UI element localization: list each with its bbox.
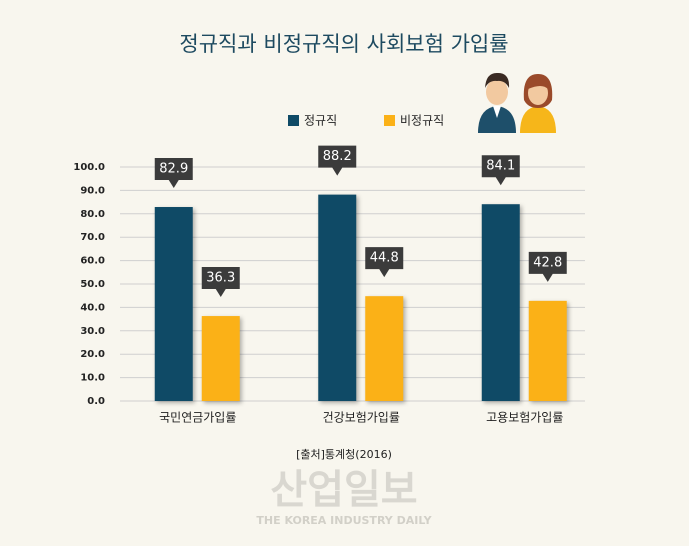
x-tick-label: 국민연금가입률 (159, 411, 236, 425)
bar (318, 194, 357, 401)
value-label-box (201, 267, 240, 298)
value-label: 82.9 (159, 162, 188, 177)
value-label-box (365, 247, 404, 278)
bar (481, 204, 520, 401)
legend-label: 비정규직 (400, 114, 444, 128)
y-tick-label: 10.0 (80, 373, 105, 384)
value-label: 42.8 (533, 255, 562, 270)
y-tick-label: 100.0 (73, 162, 105, 173)
y-tick-label: 20.0 (80, 349, 105, 360)
bar (365, 296, 404, 401)
y-tick-label: 40.0 (80, 302, 105, 313)
x-tick-label: 고용보험가입률 (486, 411, 563, 425)
y-tick-label: 70.0 (80, 232, 105, 243)
legend-swatch (288, 115, 299, 126)
bar (201, 316, 240, 401)
value-label: 88.2 (323, 149, 352, 164)
watermark-subtitle: THE KOREA INDUSTRY DAILY (256, 514, 432, 527)
value-label: 84.1 (486, 159, 515, 174)
x-tick-label: 건강보험가입률 (323, 411, 400, 425)
y-tick-label: 60.0 (80, 256, 105, 267)
legend-label: 정규직 (304, 114, 337, 128)
bar (528, 300, 567, 401)
chart-title: 정규직과 비정규직의 사회보험 가입률 (179, 32, 508, 56)
y-tick-label: 30.0 (80, 326, 105, 337)
value-label-box (481, 155, 520, 186)
value-label-box (154, 158, 193, 189)
source: [출처]통계청(2016) (296, 448, 392, 461)
bar (154, 207, 193, 401)
y-tick-label: 90.0 (80, 185, 105, 196)
value-label-box (318, 145, 357, 176)
value-label: 44.8 (370, 251, 399, 266)
watermark: 산업일보 (270, 467, 417, 513)
people-icon (478, 72, 556, 133)
value-label: 36.3 (206, 271, 235, 286)
value-label-box (528, 251, 567, 282)
legend-swatch (384, 115, 395, 126)
y-tick-label: 80.0 (80, 209, 105, 220)
y-tick-label: 50.0 (80, 279, 105, 290)
y-tick-label: 0.0 (87, 396, 105, 407)
